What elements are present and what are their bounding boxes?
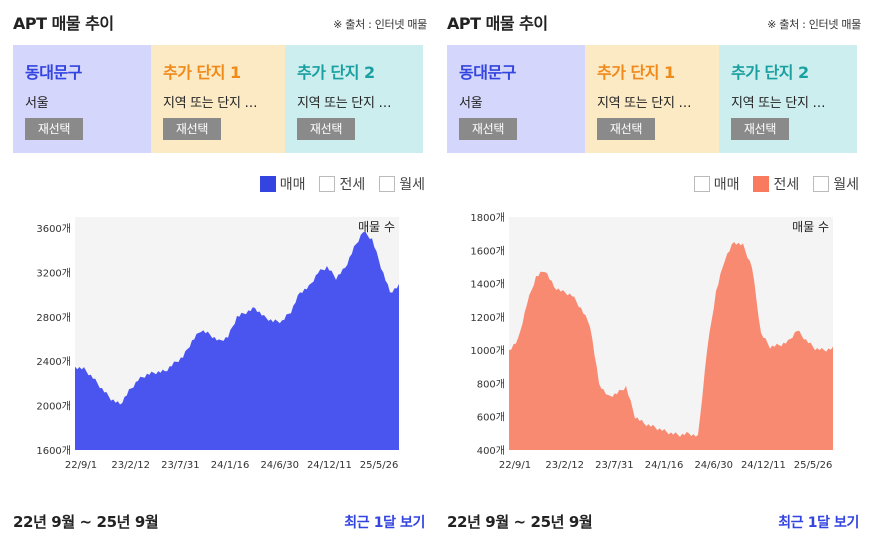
series-area	[75, 231, 399, 450]
y-tick-label: 600개	[477, 412, 505, 424]
y-tick-label: 3200개	[36, 267, 71, 279]
x-tick-label: 23/2/12	[111, 460, 150, 471]
legend-label: 매매	[713, 177, 740, 193]
selector-name: 추가 단지 2	[297, 63, 375, 82]
listing-chart-jeonse: 400개 600개 800개 1000개 1200개 1400개 1600개 1800개 22/…	[470, 212, 833, 471]
x-tick-label: 22/9/1	[65, 460, 97, 471]
legend: 매매 전세 월세	[259, 174, 425, 194]
reselect-button[interactable]: 재선택	[297, 118, 355, 140]
series-area	[509, 242, 833, 450]
legend-label: 전세	[773, 177, 800, 193]
legend-label: 전세	[339, 177, 366, 193]
legend-jeonse[interactable]: 전세	[753, 174, 799, 194]
x-tick-label: 24/12/11	[307, 460, 352, 471]
y-tick-label: 2800개	[36, 312, 71, 324]
series-label: 매물 수	[358, 220, 395, 234]
legend: 매매 전세 월세	[693, 174, 859, 194]
legend-monthly[interactable]: 월세	[813, 174, 859, 194]
checkbox-jeonse[interactable]	[753, 176, 770, 192]
left-panel: APT 매물 추이 ※ 출처 : 인터넷 매물 동대문구 서울 재선택 추가 단…	[13, 0, 433, 536]
y-tick-label: 1400개	[470, 279, 505, 291]
checkbox-sale[interactable]	[259, 176, 276, 192]
period-label: 22년 9월 ~ 25년 9월	[447, 513, 593, 531]
selector-sub: 서울	[459, 96, 483, 111]
selector-region[interactable]: 동대문구 서울 재선택	[13, 45, 151, 153]
selector-region[interactable]: 동대문구 서울 재선택	[447, 45, 585, 153]
y-tick-label: 1000개	[470, 345, 505, 357]
x-tick-label: 24/1/16	[645, 460, 684, 471]
source-note: ※ 출처 : 인터넷 매물	[767, 18, 861, 31]
legend-label: 월세	[399, 177, 425, 193]
legend-sale[interactable]: 매매	[693, 174, 740, 194]
selector-name: 추가 단지 1	[163, 63, 241, 82]
y-tick-label: 400개	[477, 445, 505, 457]
panel-title: APT 매물 추이	[447, 14, 548, 33]
selector-complex-1[interactable]: 추가 단지 1 지역 또는 단지 … 재선택	[585, 45, 719, 153]
y-tick-label: 1800개	[470, 212, 505, 224]
x-tick-label: 24/6/30	[260, 460, 299, 471]
selector-complex-2[interactable]: 추가 단지 2 지역 또는 단지 … 재선택	[285, 45, 423, 153]
legend-jeonse[interactable]: 전세	[319, 174, 365, 194]
x-tick-label: 25/5/26	[360, 460, 399, 471]
recent-month-link[interactable]: 최근 1달 보기	[778, 515, 859, 531]
selector-name: 추가 단지 1	[597, 63, 675, 82]
reselect-button[interactable]: 재선택	[597, 118, 655, 140]
y-tick-label: 1600개	[470, 245, 505, 257]
selector-sub: 지역 또는 단지 …	[731, 96, 826, 111]
y-tick-label: 1600개	[36, 445, 71, 457]
checkbox-jeonse[interactable]	[319, 176, 336, 192]
selector-sub: 지역 또는 단지 …	[163, 96, 258, 111]
x-tick-label: 24/6/30	[694, 460, 733, 471]
selector-complex-1[interactable]: 추가 단지 1 지역 또는 단지 … 재선택	[151, 45, 285, 153]
selector-name: 동대문구	[459, 63, 516, 82]
reselect-button[interactable]: 재선택	[163, 118, 221, 140]
panel-title: APT 매물 추이	[13, 14, 114, 33]
selector-name: 동대문구	[25, 63, 82, 82]
x-tick-label: 23/2/12	[545, 460, 584, 471]
checkbox-monthly[interactable]	[813, 176, 830, 192]
period-label: 22년 9월 ~ 25년 9월	[13, 513, 159, 531]
reselect-button[interactable]: 재선택	[25, 118, 83, 140]
series-label: 매물 수	[792, 220, 829, 234]
selector-sub: 지역 또는 단지 …	[297, 96, 392, 111]
selector-sub: 지역 또는 단지 …	[597, 96, 692, 111]
reselect-button[interactable]: 재선택	[731, 118, 789, 140]
legend-label: 매매	[279, 177, 306, 193]
y-tick-label: 2000개	[36, 401, 71, 413]
right-panel: APT 매물 추이 ※ 출처 : 인터넷 매물 동대문구 서울 재선택 추가 단…	[447, 0, 867, 536]
y-tick-label: 1200개	[470, 312, 505, 324]
x-tick-label: 24/1/16	[211, 460, 250, 471]
legend-sale[interactable]: 매매	[259, 174, 306, 194]
source-note: ※ 출처 : 인터넷 매물	[333, 18, 427, 31]
x-tick-label: 23/7/31	[161, 460, 200, 471]
recent-month-link[interactable]: 최근 1달 보기	[344, 515, 425, 531]
y-tick-label: 3600개	[36, 223, 71, 235]
checkbox-sale[interactable]	[693, 176, 710, 192]
selector-sub: 서울	[25, 96, 49, 111]
selector-complex-2[interactable]: 추가 단지 2 지역 또는 단지 … 재선택	[719, 45, 857, 153]
x-tick-label: 25/5/26	[794, 460, 833, 471]
reselect-button[interactable]: 재선택	[459, 118, 517, 140]
y-tick-label: 2400개	[36, 356, 71, 368]
checkbox-monthly[interactable]	[379, 176, 396, 192]
selector-row: 동대문구 서울 재선택 추가 단지 1 지역 또는 단지 … 재선택 추가 단지…	[13, 45, 423, 153]
x-tick-label: 22/9/1	[499, 460, 531, 471]
legend-monthly[interactable]: 월세	[379, 174, 425, 194]
selector-row: 동대문구 서울 재선택 추가 단지 1 지역 또는 단지 … 재선택 추가 단지…	[447, 45, 857, 153]
x-tick-label: 23/7/31	[595, 460, 634, 471]
x-tick-label: 24/12/11	[741, 460, 786, 471]
listing-chart-sale: 1600개 2000개 2400개 2800개 3200개 3600개 22/9/1 23/2…	[36, 217, 399, 471]
selector-name: 추가 단지 2	[731, 63, 809, 82]
y-tick-label: 800개	[477, 378, 505, 390]
legend-label: 월세	[833, 177, 859, 193]
